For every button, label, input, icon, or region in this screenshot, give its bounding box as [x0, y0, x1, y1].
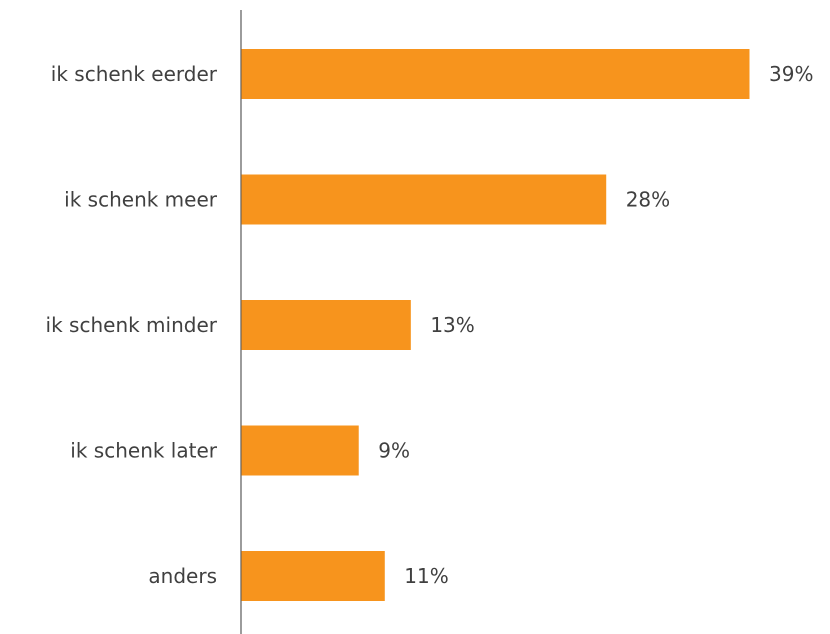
value-labels-group: 39% 28% 13% 9% 11%	[378, 62, 813, 588]
value-label-3: 9%	[378, 439, 410, 463]
value-label-4: 11%	[404, 564, 448, 588]
bars-group	[241, 49, 750, 601]
value-label-1: 28%	[626, 188, 670, 212]
value-label-2: 13%	[430, 313, 474, 337]
category-label-3: ik schenk later	[70, 439, 217, 463]
category-label-2: ik schenk minder	[46, 313, 218, 337]
bar-1	[241, 174, 607, 225]
bar-3	[241, 425, 359, 476]
category-label-1: ik schenk meer	[64, 188, 218, 212]
bar-2	[241, 300, 411, 350]
value-label-0: 39%	[769, 62, 813, 86]
bar-4	[241, 551, 385, 601]
category-label-4: anders	[148, 564, 217, 588]
category-labels-group: ik schenk eerder ik schenk meer ik schenk …	[46, 62, 218, 588]
category-label-0: ik schenk eerder	[51, 62, 218, 86]
bar-0	[241, 49, 750, 99]
